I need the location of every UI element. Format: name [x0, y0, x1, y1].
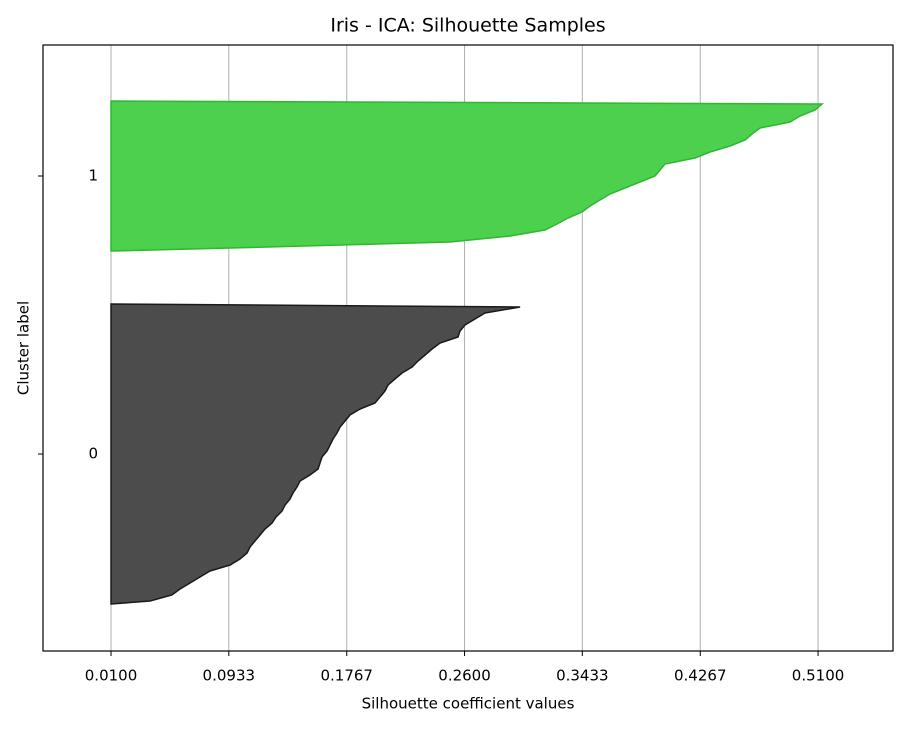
x-tick-label: 0.1767: [320, 667, 373, 685]
y-axis-label: Cluster label: [15, 301, 33, 395]
silhouette-area: [110, 100, 825, 252]
x-tick-label: 0.4267: [674, 667, 727, 685]
silhouette-area: [110, 303, 521, 605]
x-tick-label: 0.3433: [556, 667, 609, 685]
x-tick-label: 0.0933: [203, 667, 256, 685]
x-axis-label: Silhouette coefficient values: [362, 695, 575, 713]
plot-frame: [42, 44, 894, 652]
x-tick-label: 0.2600: [438, 667, 491, 685]
x-tick-label: 0.5100: [792, 667, 845, 685]
y-tick-label: 1: [88, 167, 98, 185]
y-tick-label: 0: [88, 445, 98, 463]
chart-title: Iris - ICA: Silhouette Samples: [330, 15, 605, 37]
x-tick-label: 0.0100: [85, 667, 138, 685]
